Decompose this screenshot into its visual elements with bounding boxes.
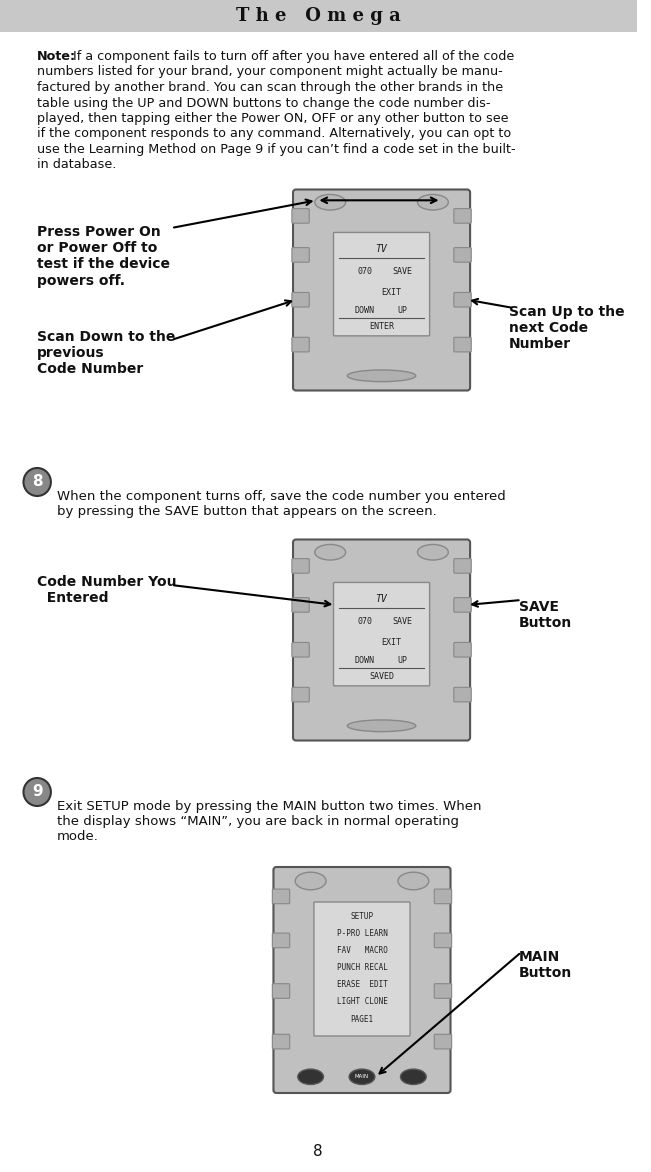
Text: Note:: Note: xyxy=(37,50,76,63)
Text: TV: TV xyxy=(376,244,387,253)
FancyBboxPatch shape xyxy=(454,293,471,307)
FancyBboxPatch shape xyxy=(454,338,471,352)
Text: UP: UP xyxy=(397,306,408,315)
Ellipse shape xyxy=(398,872,429,890)
FancyBboxPatch shape xyxy=(454,209,471,223)
Text: FAV   MACRO: FAV MACRO xyxy=(337,946,387,955)
Text: MAIN: MAIN xyxy=(355,1075,369,1079)
Circle shape xyxy=(23,778,51,806)
Text: SAVE
Button: SAVE Button xyxy=(518,600,572,631)
Text: EXIT: EXIT xyxy=(381,288,401,297)
FancyBboxPatch shape xyxy=(292,293,309,307)
Text: When the component turns off, save the code number you entered: When the component turns off, save the c… xyxy=(57,490,505,503)
Text: 070: 070 xyxy=(357,267,372,277)
Text: Scan Down to the
previous
Code Number: Scan Down to the previous Code Number xyxy=(37,331,176,376)
FancyBboxPatch shape xyxy=(293,539,470,741)
Text: LIGHT CLONE: LIGHT CLONE xyxy=(337,997,387,1007)
Text: Scan Up to the
next Code
Number: Scan Up to the next Code Number xyxy=(508,305,624,352)
FancyBboxPatch shape xyxy=(434,983,452,999)
FancyBboxPatch shape xyxy=(272,983,290,999)
FancyBboxPatch shape xyxy=(272,890,290,904)
FancyBboxPatch shape xyxy=(434,890,452,904)
Text: mode.: mode. xyxy=(57,830,98,843)
Text: numbers listed for your brand, your component might actually be manu-: numbers listed for your brand, your comp… xyxy=(37,66,503,79)
Ellipse shape xyxy=(295,872,326,890)
Text: P-PRO LEARN: P-PRO LEARN xyxy=(337,929,387,938)
Text: EXIT: EXIT xyxy=(381,638,401,647)
Ellipse shape xyxy=(400,1069,426,1084)
Bar xyxy=(0,0,637,32)
FancyBboxPatch shape xyxy=(454,642,471,657)
Text: Code Number You
  Entered: Code Number You Entered xyxy=(37,575,176,605)
FancyBboxPatch shape xyxy=(293,190,470,390)
FancyBboxPatch shape xyxy=(454,247,471,263)
Text: DOWN: DOWN xyxy=(355,656,374,665)
FancyBboxPatch shape xyxy=(292,598,309,612)
Ellipse shape xyxy=(315,195,346,210)
Ellipse shape xyxy=(348,720,416,731)
Text: played, then tapping either the Power ON, OFF or any other button to see: played, then tapping either the Power ON… xyxy=(37,113,508,125)
Text: factured by another brand. You can scan through the other brands in the: factured by another brand. You can scan … xyxy=(37,81,503,94)
Text: PUNCH RECAL: PUNCH RECAL xyxy=(337,963,387,973)
Text: Exit SETUP mode by pressing the MAIN button two times. When: Exit SETUP mode by pressing the MAIN but… xyxy=(57,800,481,813)
Ellipse shape xyxy=(315,545,346,560)
Text: in database.: in database. xyxy=(37,158,117,171)
Ellipse shape xyxy=(348,370,416,382)
FancyBboxPatch shape xyxy=(333,232,430,336)
Text: SAVE: SAVE xyxy=(393,267,412,277)
Text: 8: 8 xyxy=(313,1145,323,1159)
Text: TV: TV xyxy=(376,594,387,604)
FancyBboxPatch shape xyxy=(292,247,309,263)
Text: SETUP: SETUP xyxy=(350,912,374,921)
FancyBboxPatch shape xyxy=(292,209,309,223)
Text: SAVE: SAVE xyxy=(393,618,412,627)
FancyBboxPatch shape xyxy=(314,902,410,1036)
Text: MAIN
Button: MAIN Button xyxy=(518,950,572,980)
FancyBboxPatch shape xyxy=(454,598,471,612)
Text: ERASE  EDIT: ERASE EDIT xyxy=(337,980,387,989)
Text: the display shows “MAIN”, you are back in normal operating: the display shows “MAIN”, you are back i… xyxy=(57,815,459,827)
Text: 070: 070 xyxy=(357,618,372,627)
Text: PAGE1: PAGE1 xyxy=(350,1015,374,1023)
Text: by pressing the SAVE button that appears on the screen.: by pressing the SAVE button that appears… xyxy=(57,505,436,518)
FancyBboxPatch shape xyxy=(272,933,290,948)
FancyBboxPatch shape xyxy=(292,687,309,702)
Ellipse shape xyxy=(349,1069,375,1084)
Text: T h e   O m e g a: T h e O m e g a xyxy=(236,7,400,25)
Text: if the component responds to any command. Alternatively, you can opt to: if the component responds to any command… xyxy=(37,128,512,141)
Circle shape xyxy=(23,468,51,496)
FancyBboxPatch shape xyxy=(434,933,452,948)
FancyBboxPatch shape xyxy=(434,1035,452,1049)
Text: If a component fails to turn off after you have entered all of the code: If a component fails to turn off after y… xyxy=(70,50,515,63)
FancyBboxPatch shape xyxy=(273,867,450,1093)
Text: ENTER: ENTER xyxy=(369,322,394,332)
Text: 8: 8 xyxy=(32,475,42,490)
Text: use the Learning Method on Page 9 if you can’t find a code set in the built-: use the Learning Method on Page 9 if you… xyxy=(37,143,516,156)
Ellipse shape xyxy=(298,1069,324,1084)
Text: table using the UP and DOWN buttons to change the code number dis-: table using the UP and DOWN buttons to c… xyxy=(37,96,491,109)
FancyBboxPatch shape xyxy=(333,582,430,686)
FancyBboxPatch shape xyxy=(272,1035,290,1049)
Text: 9: 9 xyxy=(32,784,42,799)
FancyBboxPatch shape xyxy=(292,642,309,657)
FancyBboxPatch shape xyxy=(292,559,309,573)
Text: SAVED: SAVED xyxy=(369,673,394,681)
Text: Press Power On
or Power Off to
test if the device
powers off.: Press Power On or Power Off to test if t… xyxy=(37,225,170,287)
Text: UP: UP xyxy=(397,656,408,665)
Ellipse shape xyxy=(417,195,449,210)
Text: DOWN: DOWN xyxy=(355,306,374,315)
FancyBboxPatch shape xyxy=(454,687,471,702)
FancyBboxPatch shape xyxy=(292,338,309,352)
Ellipse shape xyxy=(417,545,449,560)
FancyBboxPatch shape xyxy=(454,559,471,573)
